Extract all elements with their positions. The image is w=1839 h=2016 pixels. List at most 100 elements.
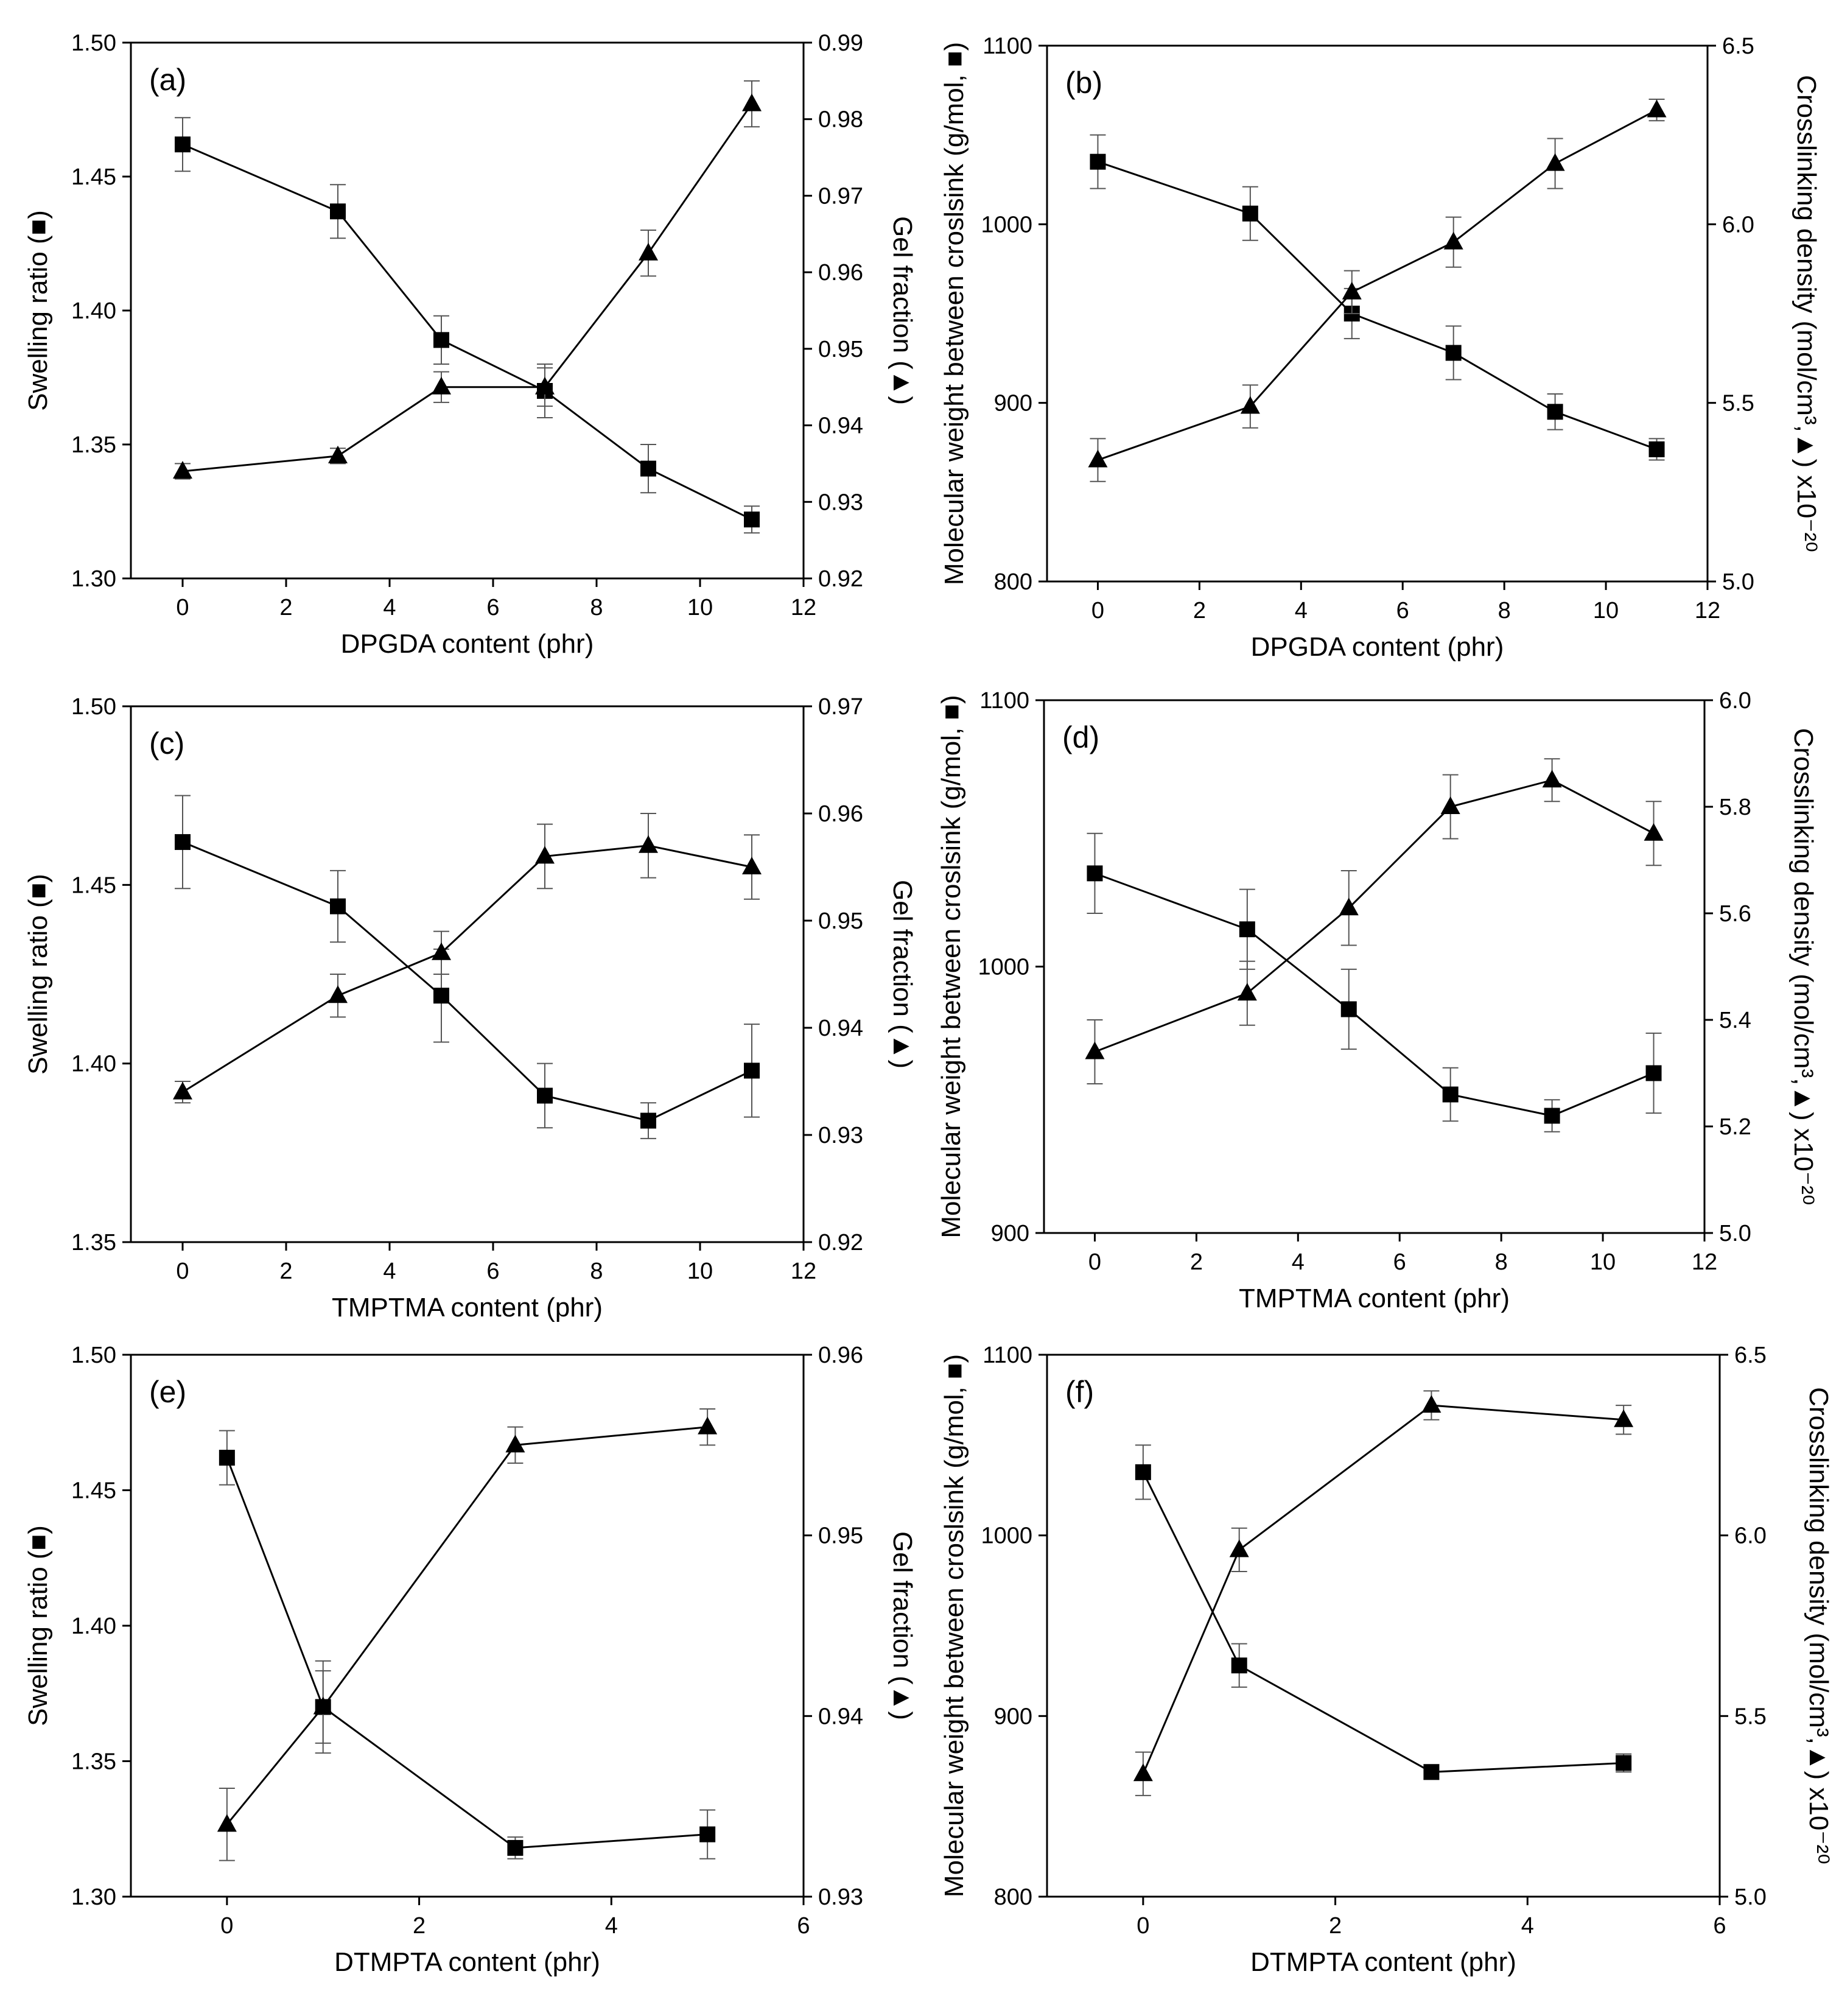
data-point-triangle [313,1696,333,1715]
data-point-square [1423,1764,1440,1780]
data-point-triangle [1647,99,1667,118]
y-left-tick-label: 1.40 [71,298,116,324]
x-axis-label: DPGDA content (phr) [341,629,594,659]
y-right-tick-label: 5.4 [1719,1008,1751,1033]
data-point-square [1231,1657,1247,1674]
y-left-tick-label: 1.30 [71,1884,116,1910]
data-point-square [330,203,346,220]
x-tick-label: 2 [279,1259,292,1284]
data-point-triangle [535,846,555,864]
series-triangles [173,80,762,480]
data-point-triangle [1443,231,1463,250]
data-point-square [1242,205,1258,222]
x-tick-label: 0 [176,595,189,620]
x-tick-label: 2 [413,1913,426,1939]
data-point-triangle [639,835,658,853]
data-point-square [640,1112,656,1129]
x-axis-label: TMPTMA content (phr) [1239,1284,1510,1313]
x-tick-label: 12 [791,1259,816,1284]
data-point-square [175,136,191,153]
data-point-square [744,511,760,528]
y-right-tick-label: 6.0 [1719,688,1751,714]
data-point-triangle [328,985,348,1003]
series-squares [1087,832,1662,1133]
x-tick-label: 8 [1495,1249,1508,1275]
y-left-tick-label: 1.40 [71,1614,116,1639]
panel-label: (a) [149,63,186,97]
series-triangles [1085,758,1664,1084]
y-right-tick-label: 0.95 [818,1523,863,1549]
plot-frame [130,41,805,580]
series-line [1142,1472,1624,1773]
y-right-tick-label: 0.97 [818,694,863,720]
y-left-tick-label: 1.50 [71,30,116,56]
y-right-tick-label: 0.94 [818,413,863,439]
panel-a: 0 2 4 6 8 10 12 1.30 1.35 1.40 1.45 1.50 0.92 0.93 0.9… [23,30,917,659]
y-right-tick-label: 6.0 [1722,212,1754,237]
x-tick-label: 10 [687,595,713,620]
data-point-triangle [1088,449,1108,468]
x-tick-label: 0 [1088,1249,1101,1275]
y-right-tick-label: 5.0 [1734,1884,1767,1910]
plot-frame [130,705,805,1243]
y-right-axis-label: Gel fraction (▲) [888,1531,917,1720]
data-point-triangle [1545,153,1565,171]
data-point-triangle [1339,897,1359,916]
y-right-tick-label: 5.5 [1734,1704,1767,1729]
y-right-tick-label: 5.6 [1719,901,1751,927]
data-point-square [507,1839,524,1856]
data-point-square [433,332,449,348]
panel-c: 0 2 4 6 8 10 12 1.35 1.40 1.45 1.50 0.92 0.93 0.94 0.9… [23,694,917,1322]
y-right-axis-label: Gel fraction (▲) [888,880,917,1069]
x-tick-label: 6 [797,1913,810,1939]
data-point-triangle [1644,823,1664,841]
x-axis-label: DPGDA content (phr) [1251,632,1504,662]
y-left-tick-label: 1.45 [71,164,116,190]
panel-f: 0 2 4 6 800 900 1000 1100 5.0 5.5 6.0 6.5 DTMPTA con… [939,1343,1834,1977]
data-point-square [330,898,346,915]
data-point-square [1648,441,1665,457]
y-right-axis-label: Gel fraction (▲) [888,216,917,405]
data-point-triangle [1342,281,1362,300]
y-left-tick-label: 1.50 [71,1343,116,1368]
data-point-square [1445,345,1462,361]
series-line [182,841,752,1122]
x-tick-label: 8 [1498,598,1511,623]
y-right-axis-label: Crosslinking density (mol/cm³,▲) x10⁻²⁰ [1792,75,1821,552]
y-left-tick-label: 1.30 [71,566,116,592]
data-point-square [1090,153,1106,170]
y-right-tick-label: 5.0 [1722,569,1754,595]
series-triangles [1133,1390,1634,1796]
x-axis-label: DTMPTA content (phr) [334,1947,600,1977]
x-tick-label: 8 [590,1259,603,1284]
x-tick-label: 8 [590,595,603,620]
data-point-triangle [505,1435,525,1453]
series-squares [219,1430,716,1860]
x-tick-label: 2 [1329,1913,1342,1939]
data-point-square [1239,921,1255,938]
x-tick-label: 6 [486,1259,499,1284]
panel-e: 0 2 4 6 1.30 1.35 1.40 1.45 1.50 0.93 0.94 0.95 0.96… [23,1343,917,1977]
data-point-triangle [432,376,451,395]
x-tick-label: 4 [383,1259,396,1284]
panel-label: (f) [1065,1375,1094,1409]
data-point-triangle [1085,1041,1105,1059]
y-left-axis-label: Swelling ratio (■) [23,1525,53,1726]
x-tick-label: 0 [1091,598,1104,623]
data-point-square [1616,1755,1632,1771]
plot-frame [1046,44,1709,583]
y-right-tick-label: 0.96 [818,1343,863,1368]
y-left-tick-label: 800 [994,569,1032,595]
y-right-tick-label: 0.98 [818,107,863,133]
x-tick-label: 4 [383,595,396,620]
data-point-triangle [1440,796,1460,814]
data-point-square [433,988,449,1004]
data-point-square [1547,404,1563,420]
data-point-triangle [1133,1763,1153,1782]
y-left-tick-label: 1.45 [71,873,116,898]
y-left-axis-label: Molecular weight between croslsink (g/mo… [936,695,966,1238]
data-point-triangle [432,942,451,960]
plot-frame [1046,1354,1721,1898]
panel-label: (e) [149,1375,186,1409]
series-line [226,1426,708,1825]
